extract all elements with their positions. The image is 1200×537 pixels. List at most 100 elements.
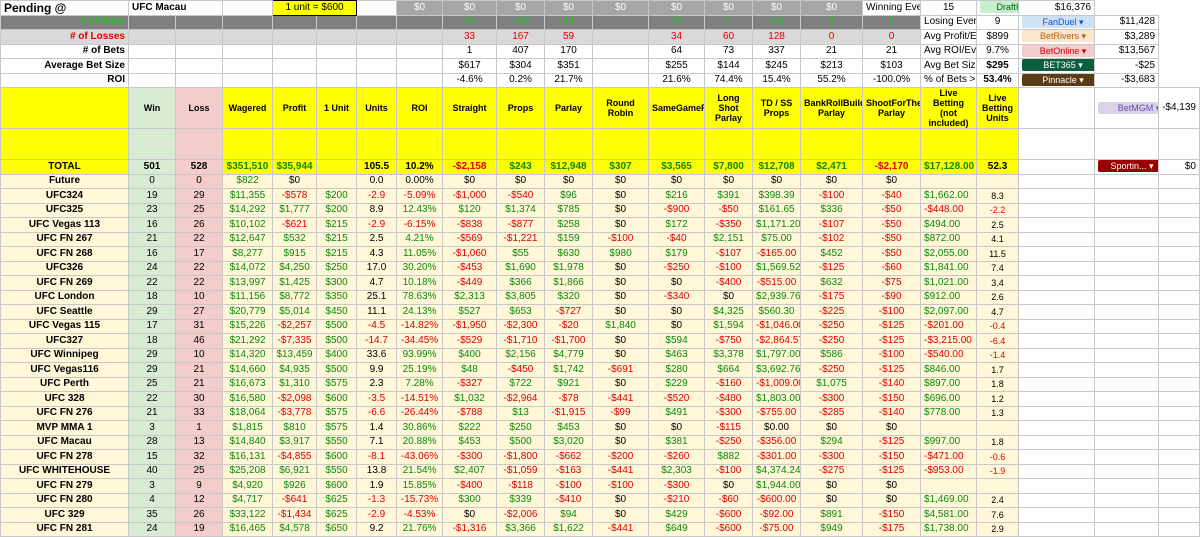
data-cell[interactable]: 19 [174, 521, 224, 537]
data-cell[interactable]: -$107 [800, 217, 864, 233]
data-cell[interactable]: -34.45% [396, 333, 444, 349]
data-cell[interactable]: -$1,059 [496, 463, 546, 479]
data-cell[interactable]: $3,805 [496, 289, 546, 305]
dropdown-arrow-icon[interactable]: ▾ [1079, 45, 1087, 56]
event-label[interactable]: UFC325 [0, 202, 129, 218]
data-cell[interactable]: $200 [316, 188, 358, 204]
data-cell[interactable]: -$301.00 [752, 449, 802, 465]
data-cell[interactable]: $429 [648, 507, 706, 523]
data-cell[interactable]: $350 [316, 289, 358, 305]
data-cell[interactable]: $3,020 [544, 434, 594, 450]
data-cell[interactable]: $294 [800, 434, 864, 450]
data-cell[interactable]: -$578 [272, 188, 318, 204]
data-cell[interactable]: -0.6 [976, 449, 1020, 465]
total-value[interactable]: 528 [174, 159, 224, 175]
data-cell[interactable]: 46 [174, 333, 224, 349]
data-cell[interactable]: $250 [496, 420, 546, 436]
data-cell[interactable]: -$118 [496, 478, 546, 494]
data-cell[interactable]: 30.20% [396, 260, 444, 276]
sportsbook-chip-8[interactable]: Sportin... ▾ [1098, 160, 1158, 173]
data-cell[interactable]: 25 [174, 463, 224, 479]
data-cell[interactable]: -2.2 [976, 202, 1020, 218]
data-cell[interactable]: 1.4 [356, 420, 398, 436]
data-cell[interactable]: $14,660 [222, 362, 274, 378]
data-cell[interactable]: $3,366 [496, 521, 546, 537]
data-cell[interactable]: -$480 [704, 391, 754, 407]
data-cell[interactable]: -26.44% [396, 405, 444, 421]
data-cell[interactable]: -$755.00 [752, 405, 802, 421]
data-cell[interactable]: $14,072 [222, 260, 274, 276]
data-cell[interactable]: $575 [316, 376, 358, 392]
data-cell[interactable]: -1.4 [976, 347, 1020, 363]
data-cell[interactable]: $391 [704, 188, 754, 204]
data-cell[interactable]: -$125 [862, 434, 922, 450]
column-header[interactable]: Loss [174, 87, 224, 129]
data-cell[interactable]: -$92.00 [752, 507, 802, 523]
data-cell[interactable]: $0 [592, 217, 650, 233]
data-cell[interactable]: -$448.00 [920, 202, 978, 218]
data-cell[interactable]: $300 [316, 275, 358, 291]
data-cell[interactable]: -$1,316 [442, 521, 498, 537]
event-label[interactable]: UFC FN 278 [0, 449, 129, 465]
data-cell[interactable]: -$569 [442, 231, 498, 247]
data-cell[interactable]: $0 [704, 478, 754, 494]
data-cell[interactable]: $339 [496, 492, 546, 508]
data-cell[interactable]: 2.5 [356, 231, 398, 247]
data-cell[interactable]: -$125 [862, 463, 922, 479]
data-cell[interactable]: $16,131 [222, 449, 274, 465]
data-cell[interactable]: $0 [592, 420, 650, 436]
event-label[interactable]: UFC326 [0, 260, 129, 276]
data-cell[interactable]: $2,407 [442, 463, 498, 479]
event-name[interactable]: UFC Macau [127, 0, 224, 16]
data-cell[interactable]: $0 [592, 202, 650, 218]
event-label[interactable]: UFC Seattle [0, 304, 129, 320]
data-cell[interactable]: $16,465 [222, 521, 274, 537]
data-cell[interactable]: -$102 [800, 231, 864, 247]
data-cell[interactable]: 2.9 [976, 521, 1020, 537]
data-cell[interactable]: 25 [174, 202, 224, 218]
data-cell[interactable]: $6,921 [272, 463, 318, 479]
data-cell[interactable]: 8.9 [356, 202, 398, 218]
sportsbook-chip-2[interactable]: FanDuel ▾ [1022, 15, 1094, 28]
data-cell[interactable]: $20,779 [222, 304, 274, 320]
data-cell[interactable]: -$160 [704, 376, 754, 392]
data-cell[interactable]: $1,978 [544, 260, 594, 276]
event-label[interactable]: UFC Vegas 113 [0, 217, 129, 233]
data-cell[interactable]: $2,097.00 [920, 304, 978, 320]
data-cell[interactable]: 21 [174, 376, 224, 392]
data-cell[interactable]: 21.54% [396, 463, 444, 479]
data-cell[interactable]: 13 [174, 434, 224, 450]
data-cell[interactable]: -$2,864.57 [752, 333, 802, 349]
data-cell[interactable]: -$441 [592, 463, 650, 479]
total-value[interactable]: 105.5 [356, 159, 398, 175]
data-cell[interactable]: -$163 [544, 463, 594, 479]
data-cell[interactable]: $0 [800, 492, 864, 508]
data-cell[interactable]: 24 [128, 260, 176, 276]
data-cell[interactable]: $1,032 [442, 391, 498, 407]
book-cell[interactable]: Pinnacle ▾ [1018, 72, 1096, 88]
data-cell[interactable]: 12 [174, 492, 224, 508]
data-cell[interactable]: -$50 [862, 202, 922, 218]
data-cell[interactable]: $55 [496, 246, 546, 262]
data-cell[interactable]: -$140 [862, 405, 922, 421]
data-cell[interactable]: $320 [544, 289, 594, 305]
data-cell[interactable]: -$285 [800, 405, 864, 421]
data-cell[interactable]: $8,277 [222, 246, 274, 262]
total-value[interactable]: 10.2% [396, 159, 444, 175]
data-cell[interactable]: -1.9 [976, 463, 1020, 479]
data-cell[interactable]: 29 [128, 304, 176, 320]
data-cell[interactable]: $500 [496, 434, 546, 450]
data-cell[interactable]: $4,374.24 [752, 463, 802, 479]
data-cell[interactable]: $0 [648, 275, 706, 291]
event-label[interactable]: UFC Vegas116 [0, 362, 129, 378]
data-cell[interactable]: $560.30 [752, 304, 802, 320]
data-cell[interactable]: -$100 [862, 347, 922, 363]
sportsbook-chip-4[interactable]: BetOnline ▾ [1022, 44, 1094, 57]
data-cell[interactable]: -$520 [648, 391, 706, 407]
data-cell[interactable]: -$2,006 [496, 507, 546, 523]
data-cell[interactable]: -$600 [704, 521, 754, 537]
data-cell[interactable]: $649 [648, 521, 706, 537]
data-cell[interactable]: -$1,009.00 [752, 376, 802, 392]
data-cell[interactable]: -$100 [592, 478, 650, 494]
data-cell[interactable]: $0 [496, 173, 546, 189]
